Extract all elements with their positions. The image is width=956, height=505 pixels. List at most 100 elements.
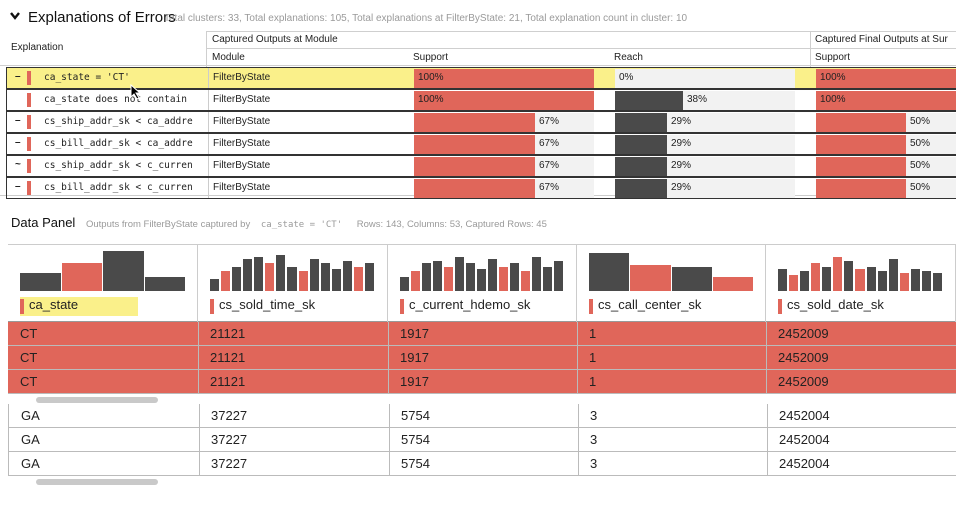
module-name: FilterByState (213, 94, 271, 105)
final-support-value: 50% (910, 182, 931, 193)
column-name[interactable]: cs_sold_date_sk (778, 297, 884, 316)
reach-value: 29% (671, 116, 692, 127)
table-cell: 1917 (400, 374, 429, 389)
support-value: 67% (539, 138, 560, 149)
column-header[interactable]: cs_call_center_sk (577, 245, 766, 325)
histogram-bar (532, 257, 541, 291)
table-cell: GA (21, 408, 40, 423)
reach-value: 29% (671, 138, 692, 149)
explanation-row[interactable]: – cs_ship_addr_sk < ca_addre FilterByState… (6, 111, 956, 133)
histogram-bar (630, 265, 671, 291)
module-name: FilterByState (213, 160, 271, 171)
data-column: cs_sold_date_sk (766, 245, 956, 505)
table-cell: 21121 (210, 350, 246, 365)
table-cell: 1 (589, 350, 597, 365)
histogram-bar (61, 263, 102, 291)
captured-marker (27, 115, 31, 129)
support-bar (414, 135, 535, 154)
captured-marker (27, 137, 31, 151)
data-row[interactable]: GA 37227 5754 3 2452004 (8, 452, 956, 476)
group-captured-final: Captured Final Outputs at Sur (815, 34, 948, 45)
histogram-bar (822, 267, 832, 291)
captured-marker (589, 299, 593, 314)
captured-row[interactable]: CT 21121 1917 1 2452009 (8, 346, 956, 370)
column-header[interactable]: cs_sold_time_sk (198, 245, 388, 325)
column-histogram (388, 245, 577, 291)
support-value: 100% (418, 72, 444, 83)
data-row[interactable]: GA 37227 5754 3 2452004 (8, 404, 956, 428)
col-reach[interactable]: Reach (614, 52, 643, 63)
histogram-bar (712, 277, 753, 291)
histogram-bar (20, 273, 61, 291)
reach-bar (615, 157, 667, 176)
col-final-support[interactable]: Support (815, 52, 851, 63)
histogram-bar (433, 261, 442, 291)
column-histogram (766, 245, 956, 291)
mouse-cursor-icon (130, 84, 142, 100)
table-cell: 21121 (210, 326, 246, 341)
histogram-bar (221, 271, 231, 291)
explanations-header: Explanations of Errors Total clusters: 3… (0, 6, 956, 30)
explanation-row[interactable]: – cs_bill_addr_sk < ca_addre FilterByState… (6, 133, 956, 155)
row-toggle-button[interactable]: – (15, 115, 21, 126)
table-cell: 3 (590, 432, 598, 447)
support-bar (414, 157, 535, 176)
other-rows-scrollbar[interactable] (36, 479, 158, 485)
explanation-row[interactable]: – cs_bill_addr_sk < c_curren FilterByState… (6, 177, 956, 199)
histogram-bar (811, 263, 821, 291)
data-row[interactable]: GA 37227 5754 3 2452004 (8, 428, 956, 452)
cell-separator (767, 428, 768, 452)
final-support-value: 100% (820, 94, 846, 105)
histogram-bar (331, 269, 341, 291)
column-histogram (198, 245, 388, 291)
explanation-row[interactable]: ~ cs_ship_addr_sk < c_curren FilterByState… (6, 155, 956, 177)
histogram-bar (466, 263, 475, 291)
table-cell: 5754 (401, 408, 430, 423)
reach-value: 29% (671, 182, 692, 193)
column-header[interactable]: ca_state (8, 245, 198, 325)
captured-marker (778, 299, 782, 314)
column-name[interactable]: cs_call_center_sk (589, 297, 701, 316)
histogram-bar (455, 257, 464, 291)
histogram-bar (254, 257, 264, 291)
explanation-row[interactable]: ca_state does not contain FilterByState 10… (6, 89, 956, 111)
column-header[interactable]: c_current_hdemo_sk (388, 245, 577, 325)
explanation-row[interactable]: – ca_state = 'CT' FilterByState 100% 0% 100% (6, 67, 956, 89)
reach-value: 0% (619, 72, 634, 83)
final-support-bar (816, 179, 906, 198)
col-support[interactable]: Support (413, 52, 449, 63)
column-name[interactable]: ca_state (20, 297, 139, 316)
module-name: FilterByState (213, 116, 271, 127)
column-name[interactable]: c_current_hdemo_sk (400, 297, 530, 316)
histogram-bar (800, 271, 810, 291)
column-header[interactable]: cs_sold_date_sk (766, 245, 956, 325)
col-module[interactable]: Module (212, 52, 245, 63)
reach-track (615, 69, 795, 88)
support-bar (414, 179, 535, 198)
histogram-bar (444, 267, 453, 291)
row-toggle-button[interactable]: ~ (15, 159, 21, 170)
group-captured-module: Captured Outputs at Module (212, 34, 338, 45)
column-separator (208, 90, 209, 110)
explanations-panel: Explanations of Errors Total clusters: 3… (0, 0, 956, 199)
row-toggle-button[interactable]: – (15, 137, 21, 148)
captured-row[interactable]: CT 21121 1917 1 2452009 (8, 370, 956, 394)
panel-title: Explanations of Errors (28, 9, 176, 26)
data-column: c_current_hdemo_sk (388, 245, 577, 505)
chevron-down-icon[interactable] (9, 10, 21, 22)
col-explanation[interactable]: Explanation (11, 42, 64, 53)
cell-separator (766, 370, 767, 394)
table-cell: GA (21, 456, 40, 471)
table-cell: 5754 (401, 456, 430, 471)
support-value: 67% (539, 160, 560, 171)
column-name[interactable]: cs_sold_time_sk (210, 297, 315, 316)
reach-bar (615, 179, 667, 198)
histogram-bar (103, 251, 144, 291)
table-cell: 1 (589, 374, 597, 389)
row-toggle-button[interactable]: – (15, 181, 21, 192)
row-toggle-button[interactable]: – (15, 71, 21, 82)
cell-separator (766, 346, 767, 370)
cell-separator (578, 452, 579, 476)
captured-row[interactable]: CT 21121 1917 1 2452009 (8, 322, 956, 346)
captured-rows-scrollbar[interactable] (36, 397, 158, 403)
